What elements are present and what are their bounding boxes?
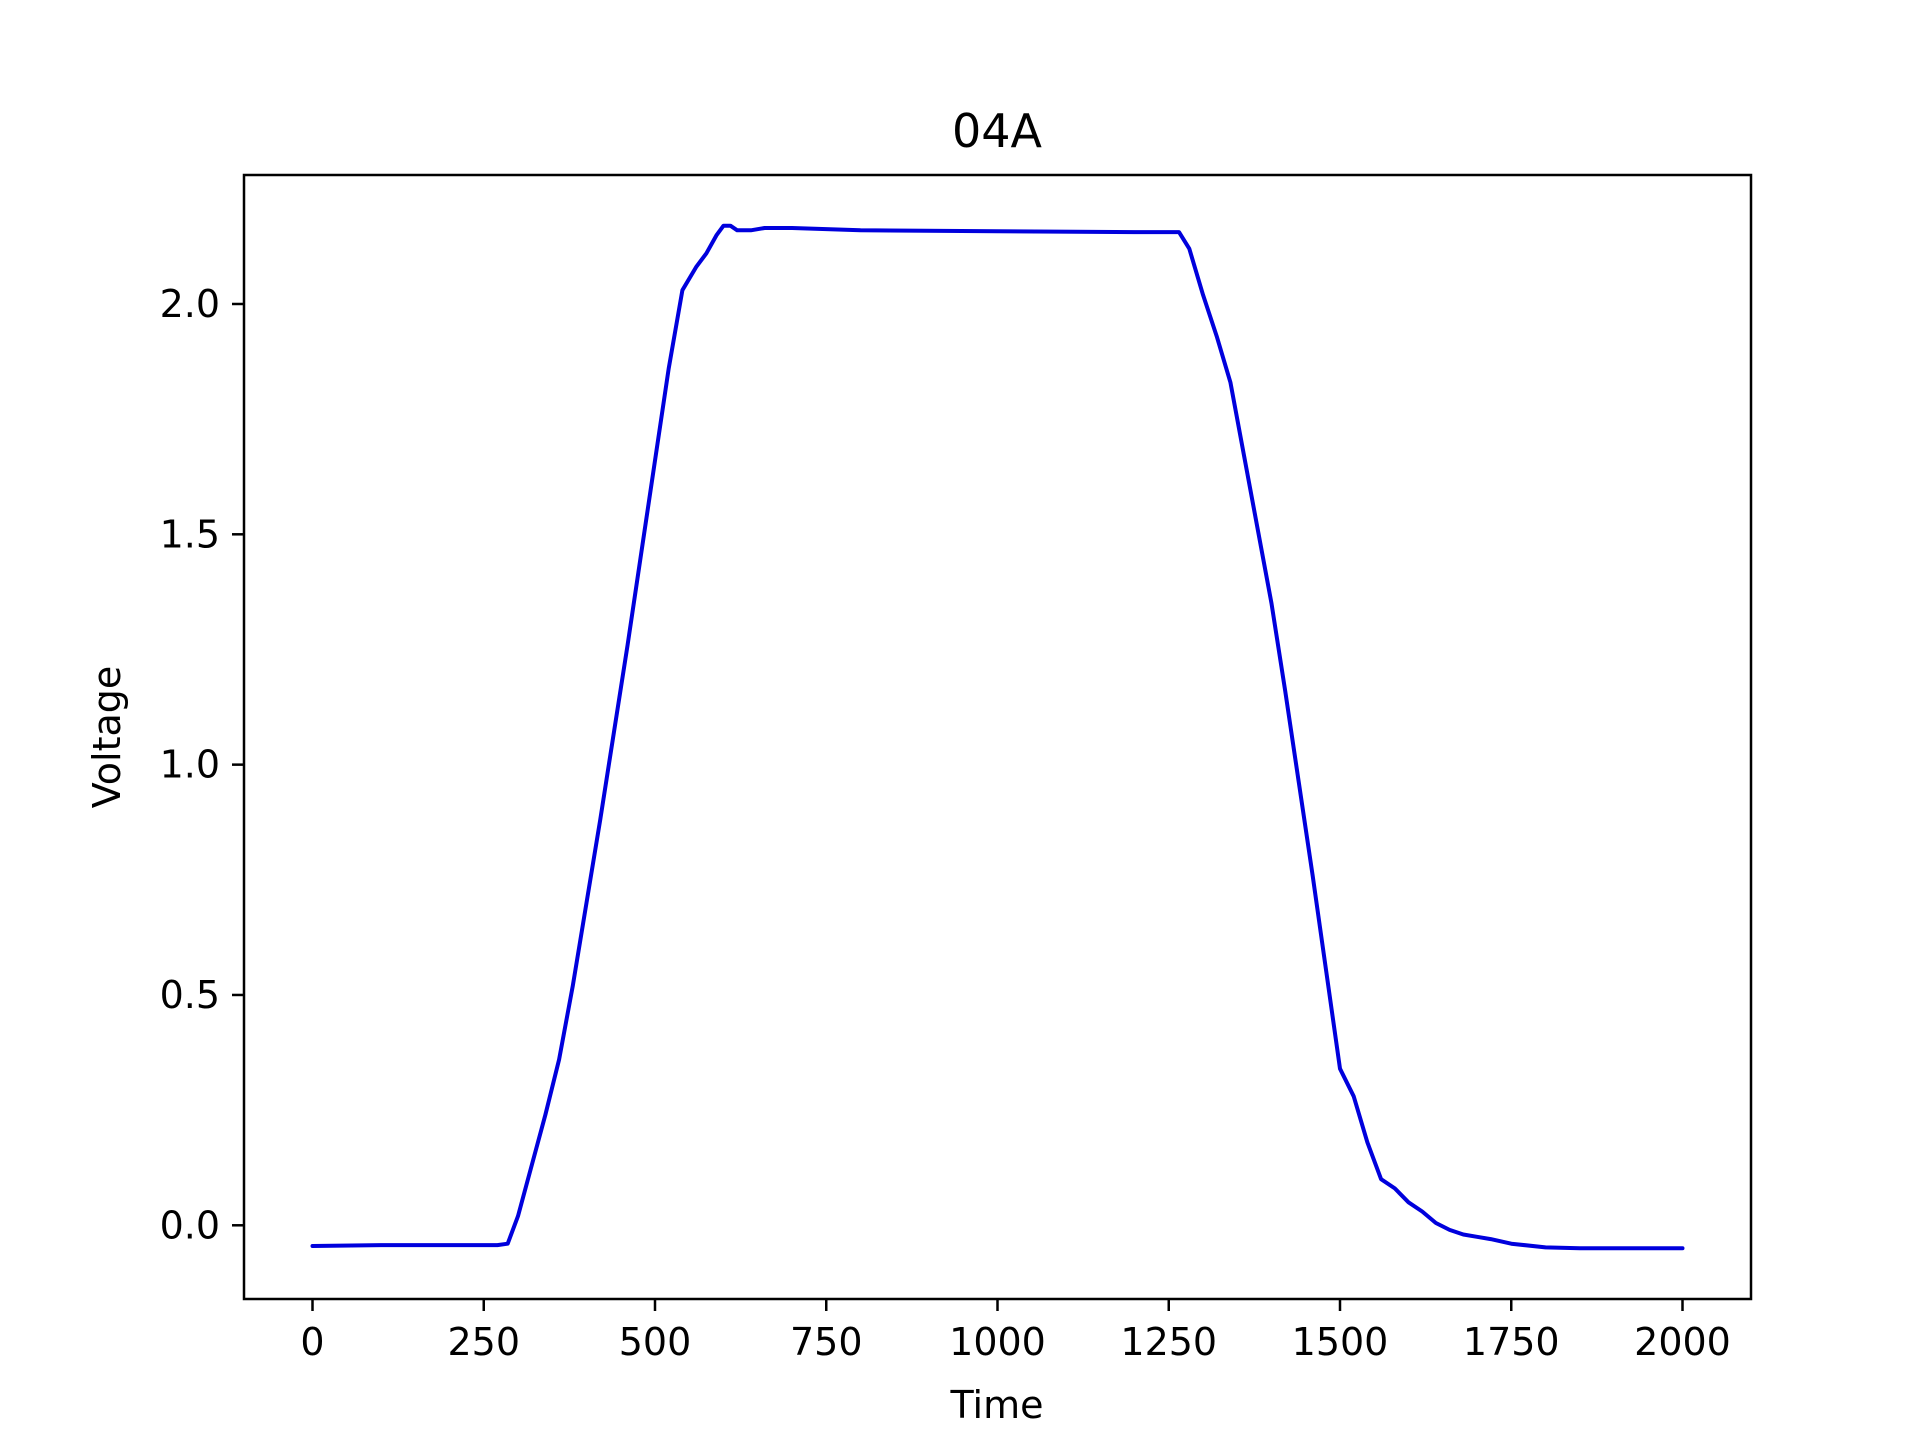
x-tick-label: 250 — [447, 1320, 520, 1364]
plot-frame — [242, 173, 1753, 1301]
y-tick-label: 0.5 — [160, 973, 220, 1017]
x-axis: 0 250 500 750 1000 1250 1500 1750 2000 — [300, 1299, 1731, 1364]
y-axis-label: Voltage — [85, 666, 129, 809]
x-tick-label: 500 — [619, 1320, 692, 1364]
x-tick-label: 1750 — [1463, 1320, 1560, 1364]
x-tick-label: 1500 — [1292, 1320, 1389, 1364]
y-tick-label: 0.0 — [160, 1203, 220, 1247]
x-tick-label: 1000 — [949, 1320, 1046, 1364]
y-tick-label: 1.5 — [160, 512, 220, 556]
x-tick-label: 0 — [300, 1320, 324, 1364]
x-tick-label: 750 — [790, 1320, 863, 1364]
y-axis: 0.0 0.5 1.0 1.5 2.0 — [160, 282, 244, 1247]
x-axis-label: Time — [950, 1383, 1044, 1427]
x-tick-label: 1250 — [1120, 1320, 1217, 1364]
x-tick-label: 2000 — [1634, 1320, 1731, 1364]
series-line — [310, 223, 1685, 1251]
y-tick-label: 1.0 — [160, 743, 220, 787]
series-layer — [310, 223, 1685, 1251]
y-tick-label: 2.0 — [160, 282, 220, 326]
chart-title: 04A — [952, 104, 1043, 158]
